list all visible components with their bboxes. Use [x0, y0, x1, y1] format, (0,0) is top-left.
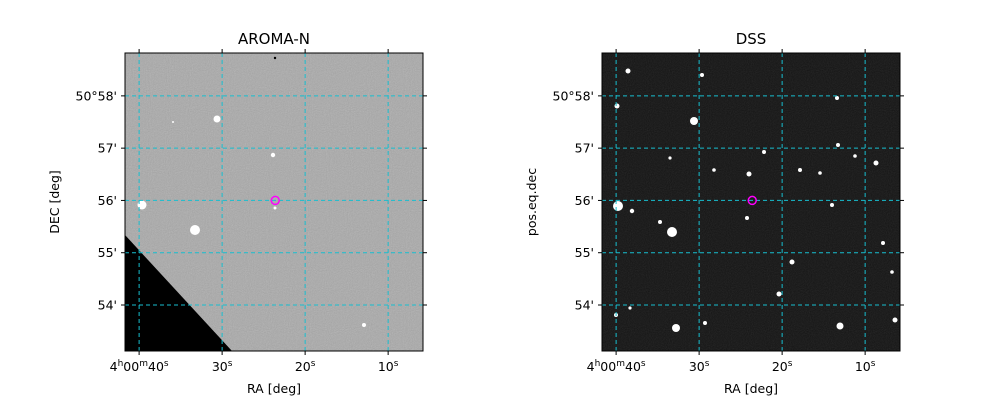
y-axis-label: DEC [deg]	[47, 170, 62, 234]
x-tick-label: 10s	[378, 359, 399, 374]
chart-title: AROMA-N	[238, 30, 310, 48]
target-marker	[270, 195, 280, 206]
y-tick-label: 57'	[575, 141, 594, 156]
y-tick-label: 57'	[98, 141, 117, 156]
y-tick-label: 50°58'	[553, 88, 595, 103]
x-tick-label: 4h00m40s	[587, 359, 646, 374]
y-tick-label: 55'	[575, 245, 594, 260]
x-tick-label: 20s	[295, 359, 316, 374]
image-panel	[125, 53, 423, 351]
y-tick-label: 56'	[98, 193, 117, 208]
x-tick-label: 30s	[212, 359, 233, 374]
x-axis-label: RA [deg]	[247, 381, 301, 396]
image-panel	[602, 53, 900, 351]
axes-frame	[601, 52, 901, 352]
x-tick-label: 20s	[772, 359, 793, 374]
x-tick-label: 4h00m40s	[110, 359, 169, 374]
y-axis-label: pos.eq.dec	[524, 168, 539, 236]
axes-frame	[124, 52, 424, 352]
chart-title: DSS	[736, 30, 767, 48]
y-tick-label: 54'	[98, 297, 117, 312]
y-tick-label: 56'	[575, 193, 594, 208]
y-tick-label: 55'	[98, 245, 117, 260]
x-axis-label: RA [deg]	[724, 381, 778, 396]
y-tick-label: 54'	[575, 297, 594, 312]
x-tick-label: 30s	[689, 359, 710, 374]
x-tick-label: 10s	[855, 359, 876, 374]
y-tick-label: 50°58'	[76, 88, 118, 103]
target-marker	[747, 195, 757, 206]
